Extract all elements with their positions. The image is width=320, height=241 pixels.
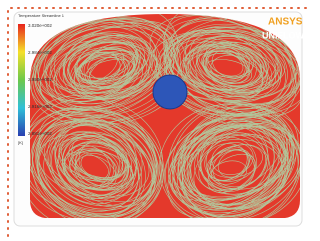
colorbar-label: 2.950e+002 <box>28 77 52 82</box>
legend-title: Temperature Streamline 1 <box>18 13 65 18</box>
colorbar <box>18 24 25 136</box>
colorbar-label: 2.984e+002 <box>28 50 52 55</box>
product: UNIFLOW <box>262 30 304 40</box>
colorbar-label: 2.916e+002 <box>28 104 52 109</box>
brand: ANSYS <box>268 17 303 28</box>
colorbar-label: 2.881e+002 <box>28 131 52 136</box>
colorbar-label: 3.020e+002 <box>28 23 52 28</box>
page: {"figure": { "brand": "ANSYS", "product"… <box>0 0 314 241</box>
colorbar-unit: [K] <box>18 140 23 145</box>
figure: Temperature Streamline 1 3.020e+002 2.984… <box>0 0 314 241</box>
cylinder <box>153 75 187 109</box>
